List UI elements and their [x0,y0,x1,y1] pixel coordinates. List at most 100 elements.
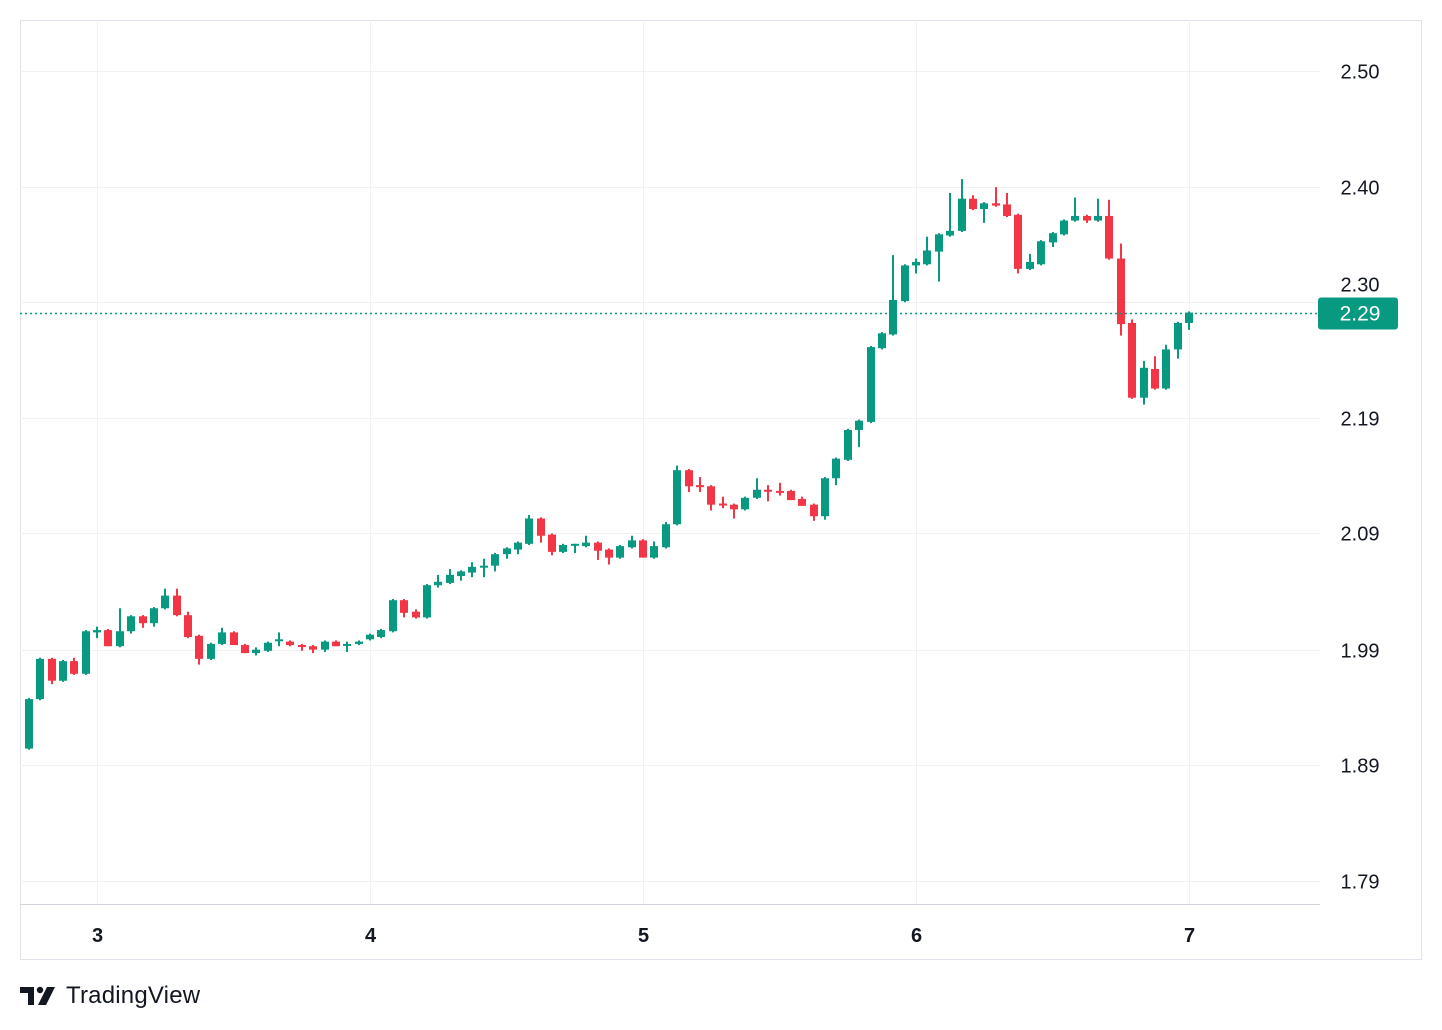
candle-body [48,658,56,681]
candle-up [821,477,829,520]
candle-up [207,642,215,661]
candle-down [332,640,340,647]
candle-wick [938,233,940,282]
candle-up [946,192,954,237]
x-tick-label: 3 [92,925,103,947]
candle-up [935,233,943,282]
candle-up [525,515,533,545]
candle-down [730,503,738,519]
candle-up [423,584,431,619]
candle-body [1117,258,1125,325]
candle-body [650,546,658,558]
candle-up [366,633,374,641]
candle-wick [119,608,121,648]
candle-up [59,660,67,682]
candle-body [616,546,624,558]
candle-up [36,657,44,701]
x-tick-label: 4 [365,925,377,947]
candle-down [548,533,556,556]
candlestick-chart[interactable]: 1.79 1.89 1.99 2.09 2.19 2.30 2.40 2.50 3 4 5 6 7 2.2… [0,0,1442,970]
candle-body [810,504,818,517]
candles [25,179,1193,750]
candle-body [195,635,203,659]
candle-down [286,640,294,647]
candle-body [309,646,317,650]
candle-body [184,615,192,637]
candle-body [457,571,465,577]
candle-body [741,497,749,510]
candle-up [252,647,260,656]
candle-body [878,333,886,349]
candle-body [161,595,169,609]
candle-up [901,264,909,303]
candle-wick [949,192,951,237]
candle-up [355,640,363,646]
candle-body [400,600,408,613]
x-tick-label: 7 [1184,925,1195,947]
candle-body [1094,215,1102,221]
candle-body [389,600,397,632]
y-tick-label: 1.89 [1341,756,1380,778]
candle-up [616,544,624,559]
candle-body [719,503,727,506]
y-tick-label: 2.40 [1341,178,1380,200]
candle-down [707,485,715,511]
candle-body [1026,261,1034,269]
candle-body [70,661,78,674]
candle-body [912,261,920,266]
tradingview-logo[interactable]: TradingView [20,982,200,1010]
candle-down [1014,213,1022,274]
candle-down [400,599,408,618]
last-price-badge [1318,297,1398,330]
candle-up [514,541,522,555]
candle-up [559,543,567,554]
candle-up [1026,253,1034,271]
candle-up [434,574,442,588]
tradingview-logo-icon [20,986,55,1005]
candle-up [82,630,90,675]
candle-wick [301,643,303,651]
candle-down [798,496,806,506]
candle-body [127,616,135,632]
candle-body [104,630,112,647]
candle-down [787,489,795,501]
candle-down [810,503,818,521]
candle-down [230,631,238,646]
candle-down [309,645,317,654]
candle-up [1140,360,1148,405]
candle-body [605,549,613,558]
candle-body [82,631,90,674]
candle-body [867,347,875,422]
candle-body [275,639,283,642]
candle-body [730,504,738,510]
candle-up [446,569,454,585]
candle-down [173,588,181,617]
candle-body [662,524,670,548]
candle-up [980,202,988,223]
candle-wick [756,478,758,499]
candle-body [571,543,579,546]
candle-body [150,608,158,624]
candle-body [343,643,351,646]
candle-body [537,518,545,536]
y-tick-label: 1.99 [1341,641,1380,663]
candle-down [195,634,203,665]
candle-down [298,643,306,651]
candle-down [992,187,1000,207]
candle-wick [1097,198,1099,222]
candle-up [468,562,476,578]
candle-body [241,645,249,654]
x-tick-label: 6 [911,925,922,947]
candle-up [1049,232,1057,248]
candle-down [184,611,192,639]
candle-body [832,458,840,479]
candle-body [935,234,943,252]
candle-body [525,518,533,544]
candle-body [1060,220,1068,235]
candle-body [1083,215,1091,221]
candle-body [480,565,488,568]
candle-up [855,419,863,448]
candle-down [412,609,420,619]
candle-body [685,470,693,487]
candle-body [946,230,954,236]
